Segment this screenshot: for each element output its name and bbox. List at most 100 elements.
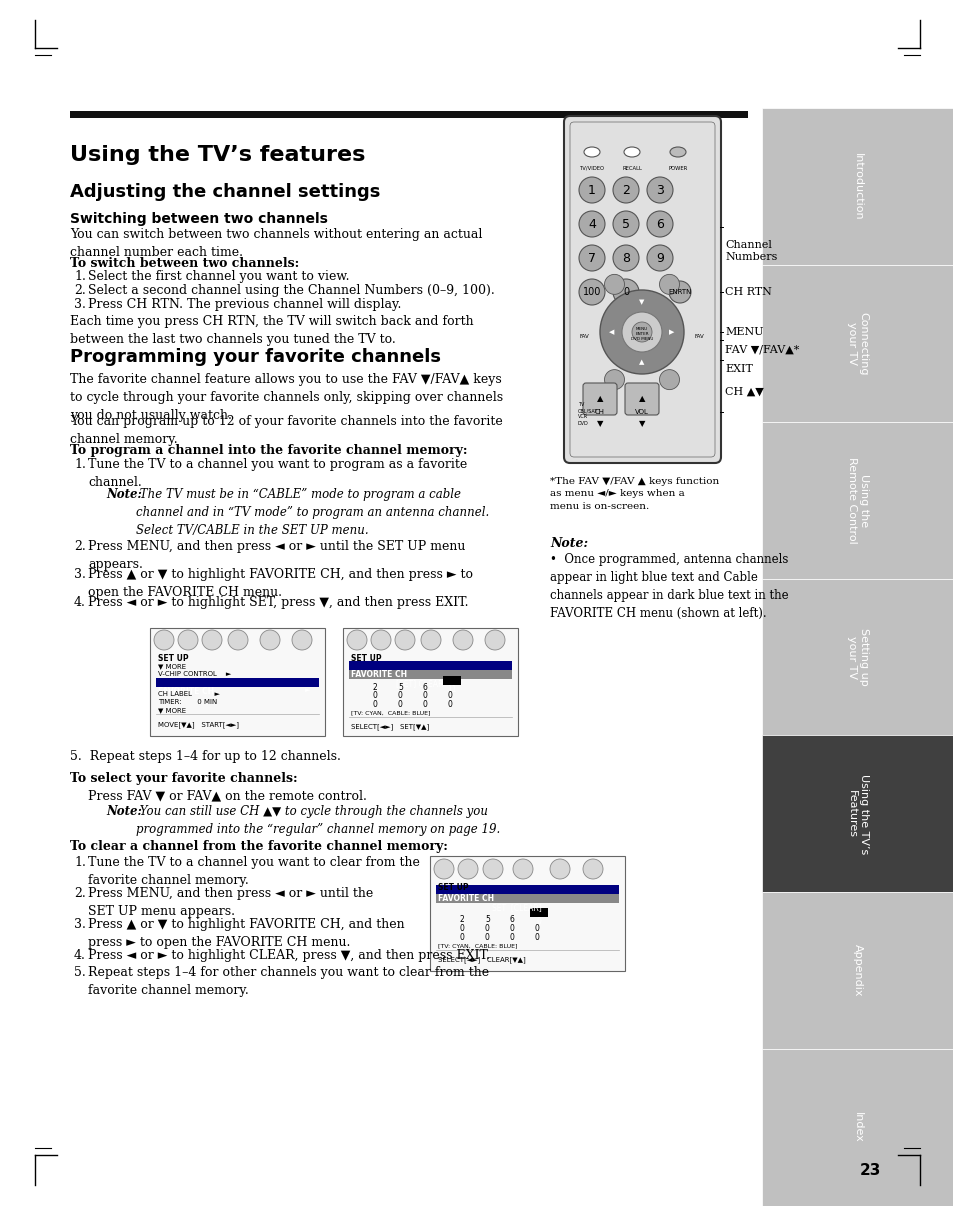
Text: 100: 100 (582, 287, 600, 297)
Text: 11: 11 (447, 685, 456, 693)
Bar (349, 671, 512, 679)
Text: 0: 0 (484, 933, 489, 942)
Bar (156, 678, 318, 687)
Text: MENU
ENTER
DVD MENU: MENU ENTER DVD MENU (630, 327, 653, 340)
Text: Using the TV’s
Features: Using the TV’s Features (846, 774, 868, 854)
Text: 0: 0 (373, 699, 377, 709)
Text: 1.: 1. (74, 856, 86, 870)
Text: ▼: ▼ (639, 299, 644, 305)
Circle shape (228, 630, 248, 650)
Text: TIMER:       0 MIN: TIMER: 0 MIN (158, 699, 217, 706)
Text: You can program up to 12 of your favorite channels into the favorite
channel mem: You can program up to 12 of your favorit… (70, 415, 502, 446)
Text: 0: 0 (535, 933, 539, 942)
Text: ▼: ▼ (639, 420, 644, 428)
Circle shape (578, 177, 604, 203)
Text: 5: 5 (484, 915, 489, 924)
Text: 3.: 3. (74, 568, 86, 581)
Bar (150, 628, 325, 736)
Circle shape (484, 630, 504, 650)
Text: Note:: Note: (550, 537, 587, 550)
Text: 4.: 4. (74, 949, 86, 962)
Circle shape (578, 245, 604, 271)
Text: 1.: 1. (74, 270, 86, 283)
Text: 2: 2 (373, 683, 377, 692)
Text: CH LABEL          ►: CH LABEL ► (158, 691, 219, 697)
Circle shape (604, 275, 624, 294)
Text: 0: 0 (397, 699, 402, 709)
Text: SET  [CLEAR]: SET [CLEAR] (492, 903, 541, 912)
Text: MENU: MENU (724, 327, 762, 336)
Text: The TV must be in “CABLE” mode to program a cable
channel and in “TV mode” to pr: The TV must be in “CABLE” mode to progra… (136, 488, 489, 537)
Text: ▼ MORE: ▼ MORE (158, 707, 186, 713)
FancyBboxPatch shape (563, 116, 720, 463)
Text: Programming your favorite channels: Programming your favorite channels (70, 349, 440, 365)
Text: Press MENU, and then press ◄ or ► until the
SET UP menu appears.: Press MENU, and then press ◄ or ► until … (88, 886, 373, 918)
Text: Select the first channel you want to view.: Select the first channel you want to vie… (88, 270, 349, 283)
Text: Tune the TV to a channel you want to clear from the
favorite channel memory.: Tune the TV to a channel you want to cle… (88, 856, 419, 886)
Text: FAV: FAV (695, 334, 704, 340)
Text: FAVORITE CH: FAVORITE CH (437, 894, 494, 903)
Text: Note:: Note: (106, 488, 142, 500)
Text: [TV: CYAN,  CABLE: BLUE]: [TV: CYAN, CABLE: BLUE] (351, 710, 430, 715)
Text: ▶: ▶ (669, 329, 674, 335)
Text: Note:: Note: (106, 804, 142, 818)
Text: 9: 9 (656, 252, 663, 264)
Text: ▼ MORE: ▼ MORE (158, 663, 186, 669)
Text: ▲: ▲ (597, 394, 602, 404)
Text: SET UP: SET UP (437, 883, 468, 892)
Circle shape (599, 289, 683, 374)
Circle shape (578, 279, 604, 305)
Text: •  Once programmed, antenna channels
appear in light blue text and Cable
channel: • Once programmed, antenna channels appe… (550, 554, 788, 620)
Text: 2.: 2. (74, 886, 86, 900)
Bar (761, 892, 953, 1049)
Text: TV/VIDEO: TV/VIDEO (578, 166, 604, 171)
Bar (761, 265, 953, 422)
Circle shape (604, 369, 624, 390)
Text: EXIT: EXIT (724, 364, 752, 374)
Text: SET UP: SET UP (158, 654, 189, 663)
Text: 5.: 5. (74, 966, 86, 979)
Text: [TV: CYAN,  CABLE: BLUE]: [TV: CYAN, CABLE: BLUE] (437, 943, 517, 948)
Circle shape (371, 630, 391, 650)
Text: 3.: 3. (74, 918, 86, 931)
Text: 0: 0 (622, 287, 628, 297)
Text: Press ▲ or ▼ to highlight FAVORITE CH, and then press ► to
open the FAVORITE CH : Press ▲ or ▼ to highlight FAVORITE CH, a… (88, 568, 473, 599)
Text: Press ◄ or ► to highlight CLEAR, press ▼, and then press EXIT.: Press ◄ or ► to highlight CLEAR, press ▼… (88, 949, 489, 962)
Circle shape (202, 630, 222, 650)
Text: 2: 2 (459, 915, 464, 924)
Bar (442, 677, 460, 685)
Text: Tune the TV to a channel you want to program as a favorite
channel.: Tune the TV to a channel you want to pro… (88, 458, 467, 488)
Text: 5.  Repeat steps 1–4 for up to 12 channels.: 5. Repeat steps 1–4 for up to 12 channel… (70, 750, 340, 763)
Circle shape (613, 279, 639, 305)
Text: MOVE[▼▲]   START[◄►]: MOVE[▼▲] START[◄►] (158, 721, 239, 727)
Text: 2.: 2. (74, 540, 86, 554)
Text: 1.: 1. (74, 458, 86, 472)
Text: 5: 5 (397, 683, 402, 692)
Text: Press FAV ▼ or FAV▲ on the remote control.: Press FAV ▼ or FAV▲ on the remote contro… (88, 789, 367, 802)
Text: FAVORITE CH: FAVORITE CH (158, 687, 213, 696)
Text: 8: 8 (621, 252, 629, 264)
Circle shape (457, 859, 477, 879)
Text: 0: 0 (448, 699, 453, 709)
Bar (70, 111, 747, 118)
Text: 6: 6 (510, 915, 515, 924)
Text: [SET] CLEAR: [SET] CLEAR (395, 679, 443, 687)
Bar (530, 908, 547, 917)
Text: Each time you press CH RTN, the TV will switch back and forth
between the last t: Each time you press CH RTN, the TV will … (70, 315, 473, 346)
Text: ENRTN: ENRTN (668, 289, 691, 295)
Text: 0: 0 (422, 699, 428, 709)
Text: 0: 0 (510, 933, 515, 942)
FancyBboxPatch shape (624, 384, 659, 415)
Text: ▲: ▲ (639, 394, 644, 404)
Circle shape (420, 630, 440, 650)
Bar (761, 1049, 953, 1206)
Bar (761, 736, 953, 892)
Text: Connecting
your TV: Connecting your TV (846, 311, 868, 375)
Circle shape (347, 630, 367, 650)
Text: Press CH RTN. The previous channel will display.: Press CH RTN. The previous channel will … (88, 298, 401, 311)
Circle shape (292, 630, 312, 650)
Text: You can still use CH ▲▼ to cycle through the channels you
programmed into the “r: You can still use CH ▲▼ to cycle through… (136, 804, 499, 836)
Circle shape (153, 630, 173, 650)
Circle shape (482, 859, 502, 879)
Text: 23: 23 (859, 1163, 880, 1178)
